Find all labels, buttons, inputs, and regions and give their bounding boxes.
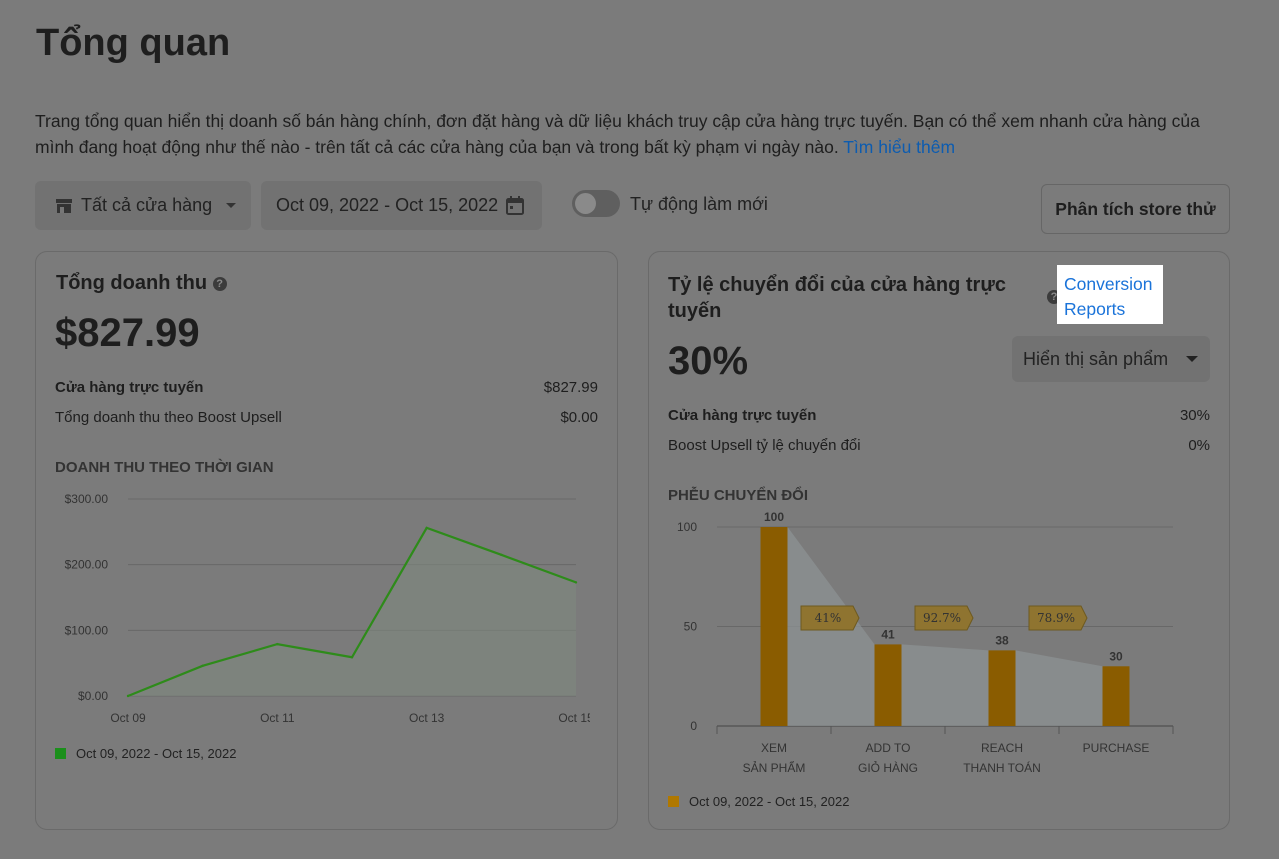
intro-body: Trang tổng quan hiển thị doanh số bán hà… bbox=[35, 111, 1200, 157]
y-tick-label: $100.00 bbox=[65, 623, 109, 637]
category-label: THANH TOÁN bbox=[963, 760, 1041, 775]
step-rate-label: 41% bbox=[815, 611, 842, 625]
help-icon[interactable]: ? bbox=[212, 276, 227, 291]
conversion-row-value: 30% bbox=[1179, 407, 1210, 424]
auto-refresh-label: Tự động làm mới bbox=[630, 194, 768, 214]
analyze-store-button[interactable]: Phân tích store thử bbox=[1041, 184, 1230, 234]
data-point bbox=[126, 694, 130, 698]
legend-swatch bbox=[55, 748, 66, 759]
data-point bbox=[350, 656, 354, 659]
step-rate-label: 78.9% bbox=[1037, 611, 1075, 625]
funnel-bar bbox=[988, 650, 1016, 726]
auto-refresh-toggle[interactable] bbox=[572, 190, 620, 217]
display-select-label: Hiển thị sản phẩm bbox=[1023, 348, 1169, 369]
revenue-card bbox=[35, 251, 618, 830]
conversion-row-label: Cửa hàng trực tuyến bbox=[668, 407, 817, 424]
conversion-link-line1: Conversion bbox=[1064, 274, 1153, 294]
bar-value-label: 41 bbox=[881, 627, 895, 641]
funnel-legend: Oct 09, 2022 - Oct 15, 2022 bbox=[668, 794, 849, 809]
page-title: Tổng quan bbox=[36, 22, 231, 64]
store-select-label: Tất cả cửa hàng bbox=[81, 195, 213, 215]
display-product-select[interactable]: Hiển thị sản phẩm bbox=[1012, 336, 1210, 382]
y-tick-label: $300.00 bbox=[65, 492, 109, 506]
data-point bbox=[500, 553, 503, 557]
revenue-row-value: $827.99 bbox=[543, 379, 598, 396]
revenue-row-label: Tổng doanh thu theo Boost Upsell bbox=[55, 409, 282, 426]
conversion-title-line1: Tỷ lệ chuyển đổi của cửa hàng trực bbox=[668, 274, 1006, 296]
step-rate-tag bbox=[800, 605, 860, 631]
conversion-card-title: Tỷ lệ chuyển đổi của cửa hàng trực tuyến bbox=[668, 272, 1006, 324]
x-tick-label: Oct 13 bbox=[409, 711, 445, 725]
revenue-row-label: Cửa hàng trực tuyến bbox=[55, 379, 204, 396]
y-tick-label: $200.00 bbox=[65, 558, 109, 572]
data-point bbox=[201, 664, 204, 667]
toggle-knob bbox=[575, 193, 596, 214]
funnel-chart-title: PHỄU CHUYỂN ĐỔI bbox=[668, 487, 809, 504]
store-icon bbox=[56, 198, 72, 213]
conversion-title-line2: tuyến bbox=[668, 300, 722, 322]
data-point bbox=[574, 581, 578, 584]
funnel-bar bbox=[760, 527, 788, 726]
revenue-legend-label: Oct 09, 2022 - Oct 15, 2022 bbox=[76, 746, 237, 761]
step-rate-label: 92.7% bbox=[923, 611, 961, 625]
data-point bbox=[276, 642, 279, 646]
y-tick-label: 100 bbox=[677, 520, 697, 534]
category-label: XEM bbox=[761, 741, 787, 755]
category-label: ADD TO bbox=[866, 741, 911, 755]
conversion-rate-value: 30% bbox=[668, 339, 749, 383]
learn-more-link[interactable]: Tìm hiểu thêm bbox=[843, 137, 956, 157]
data-point bbox=[425, 526, 428, 530]
revenue-row-value: $0.00 bbox=[560, 409, 598, 426]
y-tick-label: 50 bbox=[684, 620, 698, 634]
bar-value-label: 100 bbox=[764, 510, 784, 524]
funnel-bar bbox=[874, 644, 902, 726]
bar-value-label: 30 bbox=[1109, 649, 1123, 663]
revenue-line-chart: $0.00 $100.00 $200.00 $300.00 Oct 09 Oct 11 Oc… bbox=[65, 492, 590, 725]
category-label: SẢN PHẨM bbox=[743, 760, 806, 775]
calendar-icon bbox=[506, 196, 524, 215]
store-select[interactable]: Tất cả cửa hàng bbox=[35, 181, 251, 230]
revenue-chart-title: DOANH THU THEO THỜI GIAN bbox=[55, 459, 274, 476]
conversion-row-value: 0% bbox=[1188, 437, 1210, 454]
revenue-title-text: Tổng doanh thu bbox=[56, 272, 208, 294]
date-range-value: Oct 09, 2022 - Oct 15, 2022 bbox=[276, 195, 499, 215]
conversion-row-label: Boost Upsell tỷ lệ chuyển đổi bbox=[668, 437, 861, 454]
y-tick-label: 0 bbox=[690, 719, 697, 733]
date-range-picker[interactable]: Oct 09, 2022 - Oct 15, 2022 bbox=[261, 181, 542, 230]
revenue-card-title: Tổng doanh thu ? bbox=[56, 272, 227, 295]
funnel-bar bbox=[1102, 666, 1130, 726]
category-label: GIỎ HÀNG bbox=[858, 760, 918, 775]
y-tick-label: $0.00 bbox=[78, 689, 108, 703]
chevron-down-icon bbox=[226, 203, 237, 208]
bar-value-label: 38 bbox=[995, 633, 1009, 647]
x-tick-label: Oct 09 bbox=[110, 711, 146, 725]
dropoff-area bbox=[1015, 650, 1103, 726]
chevron-down-icon bbox=[1186, 356, 1198, 362]
revenue-area bbox=[128, 527, 576, 696]
funnel-legend-label: Oct 09, 2022 - Oct 15, 2022 bbox=[689, 794, 850, 809]
dropoff-area bbox=[901, 644, 989, 726]
step-rate-tag bbox=[1028, 605, 1088, 631]
revenue-total-value: $827.99 bbox=[55, 311, 200, 355]
conversion-reports-link[interactable]: Conversion Reports bbox=[1057, 265, 1163, 324]
conversion-link-line2: Reports bbox=[1064, 299, 1126, 319]
x-tick-label: Oct 11 bbox=[260, 711, 295, 725]
step-rate-tag bbox=[914, 605, 974, 631]
conversion-funnel-chart: 0 50 100 100 XEM SẢN PHẨM 41 ADD TO GIỎ HÀNG 38 RE… bbox=[677, 510, 1174, 775]
x-tick-label: Oct 15 bbox=[558, 711, 590, 725]
category-label: REACH bbox=[981, 741, 1023, 755]
category-label: PURCHASE bbox=[1083, 741, 1150, 755]
legend-swatch bbox=[668, 796, 679, 807]
intro-text: Trang tổng quan hiển thị doanh số bán hà… bbox=[35, 108, 1215, 160]
revenue-legend: Oct 09, 2022 - Oct 15, 2022 bbox=[55, 746, 236, 761]
